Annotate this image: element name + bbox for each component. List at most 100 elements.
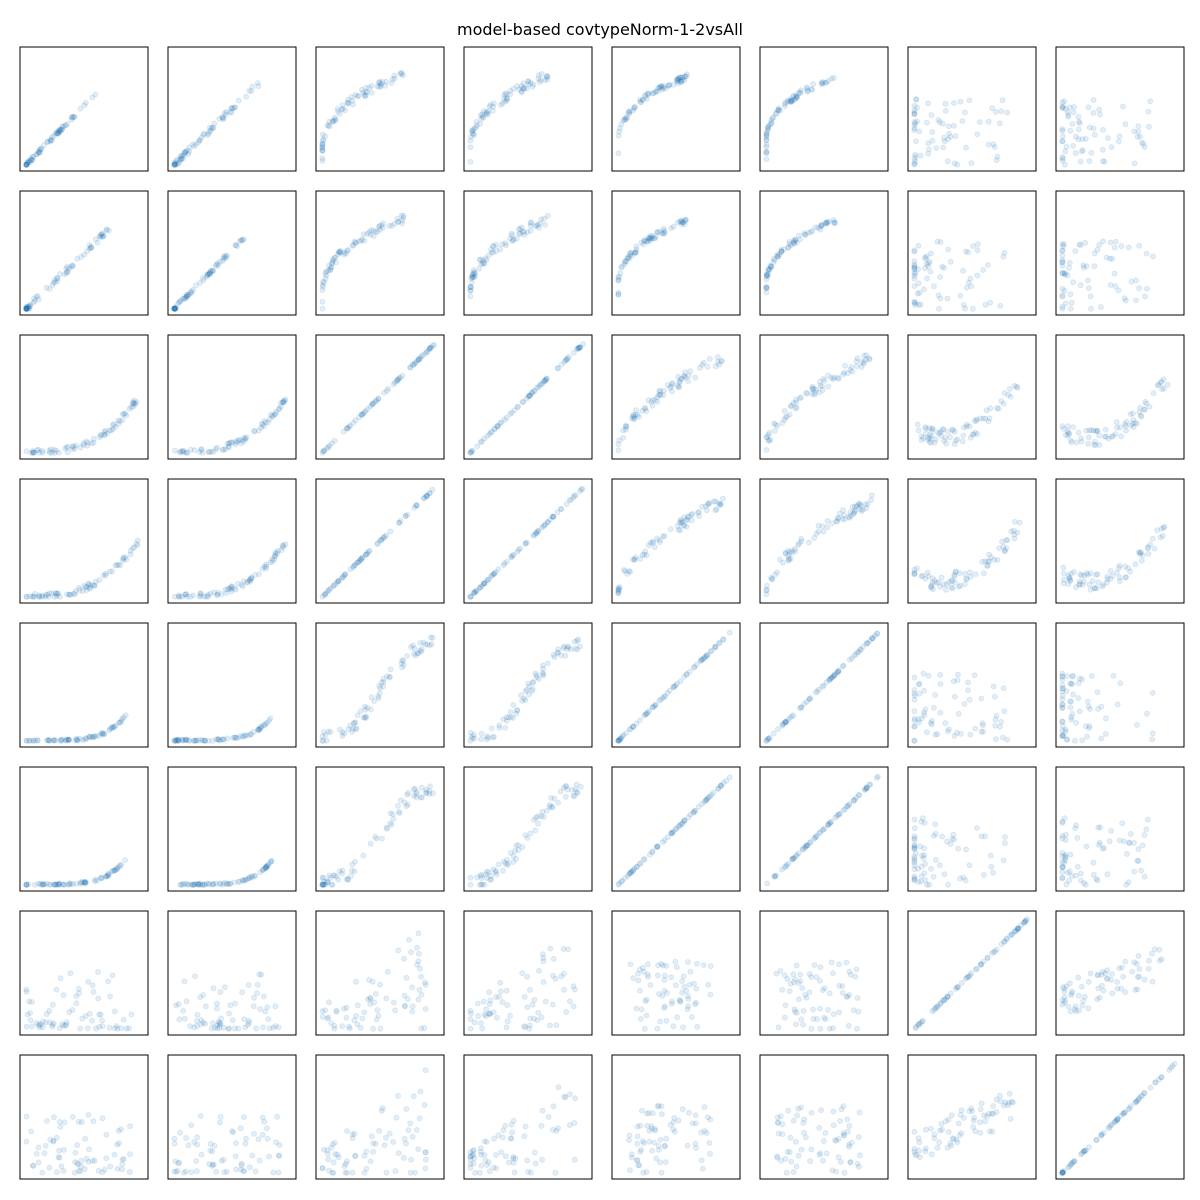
data-point xyxy=(501,95,508,102)
data-point xyxy=(256,1157,263,1164)
data-point xyxy=(360,89,366,96)
data-point xyxy=(1071,1006,1078,1013)
data-point xyxy=(619,263,626,270)
data-point xyxy=(679,77,686,84)
panel-frame xyxy=(611,334,741,460)
data-point xyxy=(378,222,385,229)
data-point xyxy=(241,1016,248,1023)
data-point xyxy=(1122,989,1129,996)
data-point xyxy=(985,141,992,148)
data-point xyxy=(103,1131,110,1138)
data-point xyxy=(811,535,818,541)
data-point xyxy=(783,1169,790,1176)
data-point xyxy=(934,238,941,245)
data-point xyxy=(470,267,477,274)
data-point xyxy=(911,674,918,681)
panel-frame xyxy=(19,622,149,748)
panel-r6-c3 xyxy=(463,910,593,1036)
data-point xyxy=(77,105,84,112)
panel-frame xyxy=(315,766,445,892)
data-point xyxy=(625,109,632,116)
data-point xyxy=(1120,973,1127,980)
data-point xyxy=(1079,1002,1086,1009)
data-point xyxy=(937,1127,943,1134)
data-point xyxy=(422,1165,429,1172)
data-point xyxy=(174,156,181,163)
data-point xyxy=(319,148,326,155)
data-point xyxy=(122,554,129,561)
data-point xyxy=(395,219,401,225)
data-point xyxy=(675,384,682,390)
data-point xyxy=(206,271,213,278)
data-point xyxy=(176,159,182,166)
data-point xyxy=(911,866,918,873)
data-point xyxy=(1119,964,1126,971)
data-point xyxy=(1113,419,1120,426)
data-point xyxy=(329,257,336,264)
data-point xyxy=(503,987,510,994)
data-point xyxy=(524,1004,531,1011)
data-point xyxy=(205,130,212,137)
data-point xyxy=(502,240,509,247)
data-point xyxy=(198,1016,205,1023)
data-point xyxy=(645,1110,652,1116)
data-point xyxy=(522,1123,529,1130)
data-point xyxy=(127,1123,133,1130)
data-point xyxy=(498,1149,505,1156)
data-point xyxy=(515,404,522,410)
data-point xyxy=(817,223,824,230)
data-point xyxy=(322,275,329,282)
data-point xyxy=(24,159,31,166)
data-point xyxy=(930,283,937,290)
data-point xyxy=(66,880,73,887)
panel-r3-c1 xyxy=(167,478,297,604)
data-point xyxy=(1067,127,1074,134)
data-point xyxy=(1022,917,1029,924)
data-point xyxy=(1066,1163,1073,1170)
data-point xyxy=(705,981,712,988)
data-point xyxy=(23,161,30,168)
data-point xyxy=(35,296,42,303)
data-point xyxy=(1062,300,1069,307)
data-point xyxy=(397,71,404,77)
panel-r3-c6 xyxy=(907,478,1037,604)
data-point xyxy=(1094,972,1101,979)
data-point xyxy=(249,874,256,881)
data-point xyxy=(1060,104,1067,111)
panel-r1-c7 xyxy=(1055,190,1185,316)
data-point xyxy=(790,239,797,246)
data-point xyxy=(1108,144,1115,151)
data-point xyxy=(184,293,191,299)
data-point xyxy=(673,964,680,971)
data-point xyxy=(827,820,833,827)
data-point xyxy=(686,668,693,675)
data-point xyxy=(630,107,636,114)
data-point xyxy=(802,1134,809,1141)
data-point xyxy=(105,227,112,234)
data-point xyxy=(826,1025,833,1032)
panel-frame xyxy=(167,622,297,748)
data-point xyxy=(1136,285,1143,292)
data-point xyxy=(503,1024,510,1031)
data-point xyxy=(779,1121,786,1128)
data-point xyxy=(395,376,401,383)
data-point xyxy=(1099,158,1106,165)
data-point xyxy=(974,247,981,254)
data-point xyxy=(1141,1090,1148,1097)
data-point xyxy=(911,119,918,126)
data-point xyxy=(785,244,792,251)
data-point xyxy=(974,131,981,138)
data-point xyxy=(196,137,203,144)
data-point xyxy=(345,246,352,253)
data-point xyxy=(467,284,474,291)
data-point xyxy=(177,297,184,304)
data-point xyxy=(1100,238,1106,245)
data-point xyxy=(372,833,379,840)
panel-r6-c2 xyxy=(315,910,445,1036)
data-point xyxy=(321,279,328,286)
data-point xyxy=(679,74,686,81)
data-point xyxy=(793,92,799,99)
data-point xyxy=(336,110,343,117)
data-point xyxy=(52,279,59,286)
data-point xyxy=(657,1159,663,1166)
